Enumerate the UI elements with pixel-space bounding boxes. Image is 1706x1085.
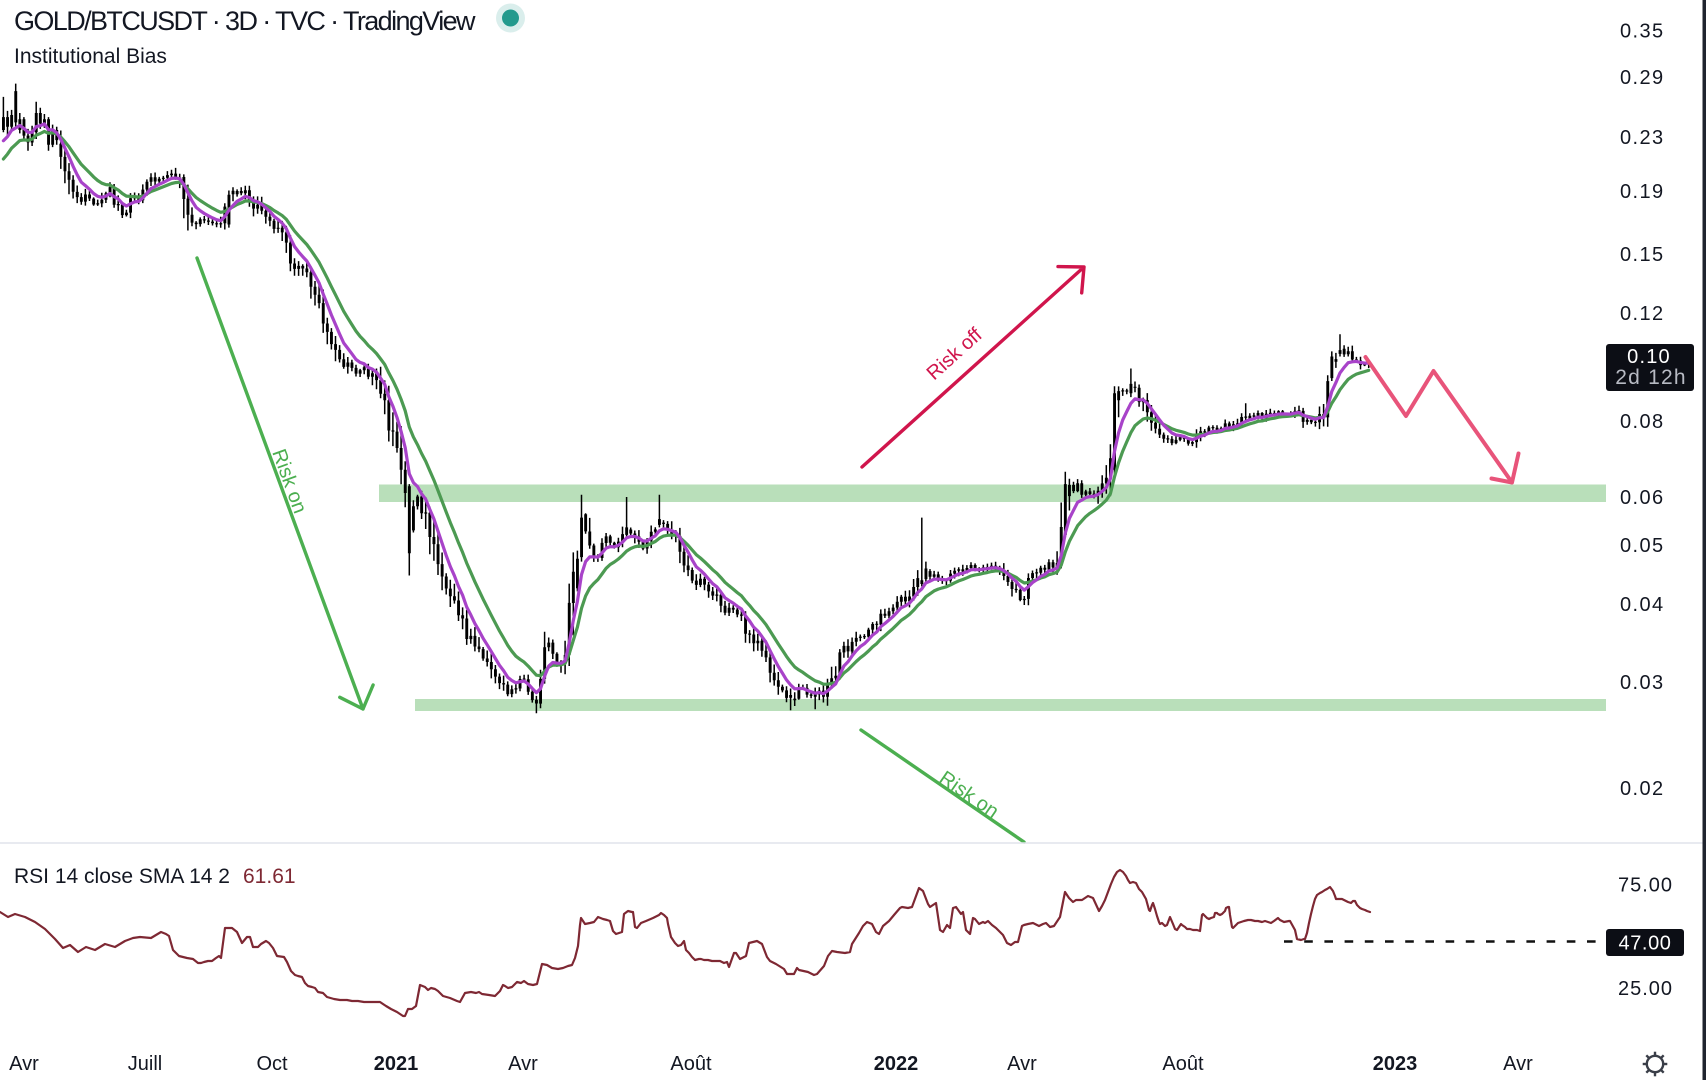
svg-text:Août: Août xyxy=(1162,1053,1204,1075)
svg-text:Oct: Oct xyxy=(256,1053,288,1075)
svg-text:GOLD/BTCUSDT · 3D · TVC · Trad: GOLD/BTCUSDT · 3D · TVC · TradingView xyxy=(14,6,476,36)
svg-text:Avr: Avr xyxy=(1503,1053,1533,1075)
svg-text:0.03: 0.03 xyxy=(1620,672,1665,694)
svg-text:2023: 2023 xyxy=(1373,1053,1418,1075)
svg-text:Avr: Avr xyxy=(508,1053,538,1075)
svg-text:2022: 2022 xyxy=(874,1053,919,1075)
svg-text:0.35: 0.35 xyxy=(1620,20,1665,42)
svg-text:0.04: 0.04 xyxy=(1620,594,1665,616)
svg-text:0.10: 0.10 xyxy=(1627,346,1671,368)
svg-text:Août: Août xyxy=(670,1053,712,1075)
svg-text:Avr: Avr xyxy=(1007,1053,1037,1075)
svg-text:61.61: 61.61 xyxy=(243,865,296,888)
svg-text:0.05: 0.05 xyxy=(1620,535,1665,557)
svg-text:25.00: 25.00 xyxy=(1618,978,1673,1000)
svg-text:Avr: Avr xyxy=(9,1053,39,1075)
svg-text:0.12: 0.12 xyxy=(1620,303,1665,325)
svg-text:0.06: 0.06 xyxy=(1620,487,1665,509)
svg-text:0.02: 0.02 xyxy=(1620,778,1665,800)
svg-text:0.23: 0.23 xyxy=(1620,127,1665,149)
svg-text:0.08: 0.08 xyxy=(1620,411,1665,433)
svg-text:2d 12h: 2d 12h xyxy=(1615,366,1686,389)
svg-text:Institutional Bias: Institutional Bias xyxy=(14,45,167,68)
svg-text:75.00: 75.00 xyxy=(1618,875,1673,897)
svg-text:Juill: Juill xyxy=(128,1053,162,1075)
svg-text:2021: 2021 xyxy=(374,1053,419,1075)
svg-text:0.15: 0.15 xyxy=(1620,244,1665,266)
svg-text:0.29: 0.29 xyxy=(1620,67,1665,89)
svg-text:RSI 14 close SMA 14 2: RSI 14 close SMA 14 2 xyxy=(14,865,230,888)
svg-text:0.19: 0.19 xyxy=(1620,181,1665,203)
svg-text:47.00: 47.00 xyxy=(1618,933,1671,955)
